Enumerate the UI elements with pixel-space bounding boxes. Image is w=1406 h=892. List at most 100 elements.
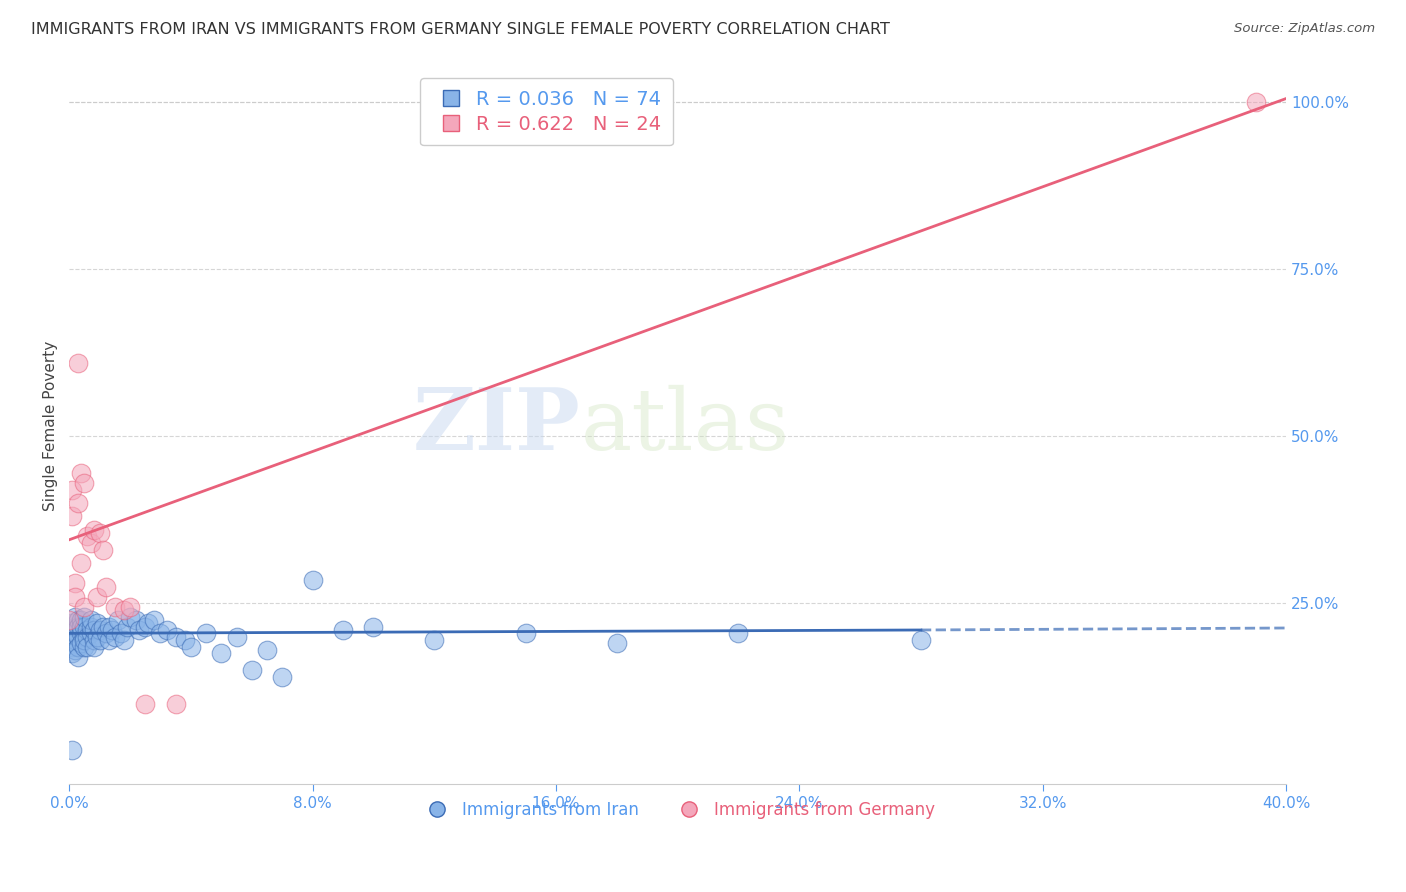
Point xyxy=(1244,95,1267,109)
Point xyxy=(76,640,98,654)
Point xyxy=(73,620,96,634)
Point xyxy=(83,640,105,654)
Point xyxy=(67,649,90,664)
Point xyxy=(94,580,117,594)
Point xyxy=(423,633,446,648)
Point xyxy=(240,663,263,677)
Point xyxy=(94,626,117,640)
Point xyxy=(89,623,111,637)
Point xyxy=(115,620,138,634)
Point xyxy=(165,630,187,644)
Point xyxy=(65,626,87,640)
Point xyxy=(70,626,93,640)
Point xyxy=(67,356,90,370)
Point xyxy=(65,633,87,648)
Point xyxy=(70,613,93,627)
Point xyxy=(60,623,83,637)
Point xyxy=(65,576,87,591)
Point xyxy=(101,623,124,637)
Point xyxy=(97,633,120,648)
Point xyxy=(73,475,96,490)
Point xyxy=(104,599,127,614)
Point xyxy=(70,636,93,650)
Point xyxy=(110,626,132,640)
Point xyxy=(60,509,83,524)
Point xyxy=(910,633,932,648)
Point xyxy=(79,620,101,634)
Point xyxy=(209,647,232,661)
Point xyxy=(79,536,101,550)
Point xyxy=(79,613,101,627)
Point xyxy=(91,620,114,634)
Point xyxy=(83,623,105,637)
Point xyxy=(83,523,105,537)
Point xyxy=(107,613,129,627)
Point xyxy=(136,616,159,631)
Point xyxy=(79,626,101,640)
Point xyxy=(67,613,90,627)
Point xyxy=(256,643,278,657)
Point xyxy=(86,590,108,604)
Point xyxy=(76,623,98,637)
Point xyxy=(73,640,96,654)
Text: Source: ZipAtlas.com: Source: ZipAtlas.com xyxy=(1234,22,1375,36)
Point xyxy=(125,613,148,627)
Point xyxy=(67,496,90,510)
Point xyxy=(271,670,294,684)
Text: ZIP: ZIP xyxy=(412,384,581,468)
Point xyxy=(60,743,83,757)
Point xyxy=(65,643,87,657)
Point xyxy=(195,626,218,640)
Point xyxy=(60,616,83,631)
Legend: Immigrants from Iran, Immigrants from Germany: Immigrants from Iran, Immigrants from Ge… xyxy=(413,794,942,825)
Point xyxy=(67,630,90,644)
Point xyxy=(301,573,323,587)
Point xyxy=(91,542,114,557)
Point xyxy=(89,633,111,648)
Point xyxy=(134,697,156,711)
Point xyxy=(65,620,87,634)
Point xyxy=(65,609,87,624)
Point xyxy=(60,483,83,497)
Point xyxy=(70,466,93,480)
Point xyxy=(225,630,247,644)
Point xyxy=(83,633,105,648)
Point xyxy=(363,620,385,634)
Point xyxy=(727,626,749,640)
Point xyxy=(112,633,135,648)
Point xyxy=(58,630,80,644)
Point xyxy=(180,640,202,654)
Y-axis label: Single Female Poverty: Single Female Poverty xyxy=(44,341,58,511)
Point xyxy=(60,647,83,661)
Point xyxy=(112,603,135,617)
Point xyxy=(73,609,96,624)
Point xyxy=(70,556,93,570)
Point xyxy=(65,590,87,604)
Point xyxy=(149,626,172,640)
Point xyxy=(73,599,96,614)
Point xyxy=(606,636,628,650)
Point xyxy=(143,613,166,627)
Text: atlas: atlas xyxy=(581,384,789,467)
Point xyxy=(76,630,98,644)
Point xyxy=(155,623,177,637)
Point xyxy=(89,526,111,541)
Text: IMMIGRANTS FROM IRAN VS IMMIGRANTS FROM GERMANY SINGLE FEMALE POVERTY CORRELATIO: IMMIGRANTS FROM IRAN VS IMMIGRANTS FROM … xyxy=(31,22,890,37)
Point xyxy=(58,613,80,627)
Point xyxy=(165,697,187,711)
Point xyxy=(120,609,142,624)
Point xyxy=(76,529,98,543)
Point xyxy=(173,633,195,648)
Point xyxy=(70,620,93,634)
Point xyxy=(332,623,354,637)
Point xyxy=(67,640,90,654)
Point xyxy=(97,620,120,634)
Point xyxy=(73,630,96,644)
Point xyxy=(120,599,142,614)
Point xyxy=(104,630,127,644)
Point xyxy=(60,636,83,650)
Point xyxy=(73,633,96,648)
Point xyxy=(86,616,108,631)
Point xyxy=(67,620,90,634)
Point xyxy=(134,620,156,634)
